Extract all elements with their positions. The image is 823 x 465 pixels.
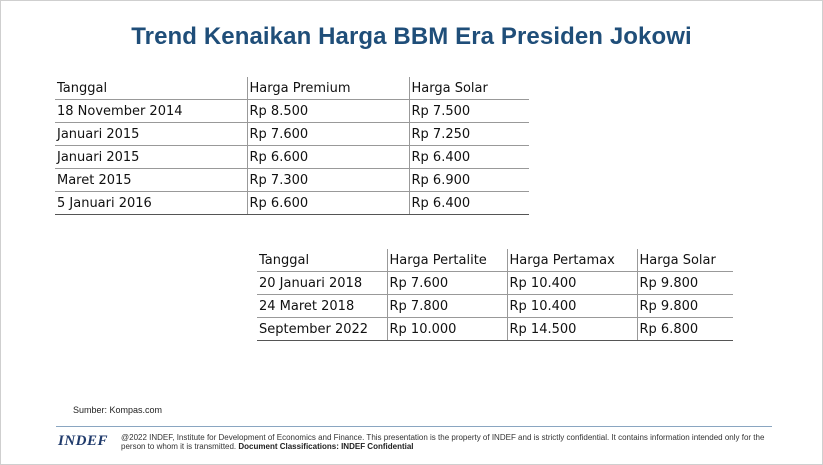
cell-date: Januari 2015 bbox=[55, 122, 247, 146]
table-header-row: Tanggal Harga Premium Harga Solar bbox=[55, 77, 529, 100]
slide-title: Trend Kenaikan Harga BBM Era Presiden Jo… bbox=[131, 23, 692, 50]
cell-price: Rp 7.600 bbox=[386, 271, 507, 295]
cell-price: Rp 6.600 bbox=[246, 191, 409, 215]
cell-price: Rp 14.500 bbox=[506, 317, 637, 341]
footer-divider bbox=[56, 426, 772, 427]
table-row: Maret 2015 Rp 7.300 Rp 6.900 bbox=[55, 168, 529, 192]
header-harga-pertalite: Harga Pertalite bbox=[386, 249, 507, 272]
header-tanggal: Tanggal bbox=[257, 249, 387, 272]
cell-date: 20 Januari 2018 bbox=[257, 271, 387, 295]
header-harga-premium: Harga Premium bbox=[246, 77, 409, 100]
document-classification: Document Classifications: INDEF Confiden… bbox=[238, 442, 414, 451]
source-note: Sumber: Kompas.com bbox=[73, 405, 163, 415]
cell-price: Rp 6.400 bbox=[408, 191, 529, 215]
table-row: 18 November 2014 Rp 8.500 Rp 7.500 bbox=[55, 99, 529, 123]
cell-price: Rp 10.400 bbox=[506, 271, 637, 295]
cell-price: Rp 6.800 bbox=[636, 317, 733, 341]
disclaimer-text: @2022 INDEF, Institute for Development o… bbox=[121, 433, 765, 451]
header-tanggal: Tanggal bbox=[55, 77, 247, 100]
cell-date: Januari 2015 bbox=[55, 145, 247, 169]
table-row: 5 Januari 2016 Rp 6.600 Rp 6.400 bbox=[55, 191, 529, 215]
cell-price: Rp 10.000 bbox=[386, 317, 507, 341]
cell-price: Rp 7.500 bbox=[408, 99, 529, 123]
cell-price: Rp 6.900 bbox=[408, 168, 529, 192]
cell-price: Rp 6.400 bbox=[408, 145, 529, 169]
cell-price: Rp 7.250 bbox=[408, 122, 529, 146]
table-row: Januari 2015 Rp 7.600 Rp 7.250 bbox=[55, 122, 529, 146]
cell-price: Rp 7.800 bbox=[386, 294, 507, 318]
header-harga-solar: Harga Solar bbox=[636, 249, 733, 272]
table-header-row: Tanggal Harga Pertalite Harga Pertamax H… bbox=[257, 249, 733, 272]
cell-date: 18 November 2014 bbox=[55, 99, 247, 123]
cell-price: Rp 7.300 bbox=[246, 168, 409, 192]
cell-date: September 2022 bbox=[257, 317, 387, 341]
indef-logo: INDEF bbox=[58, 433, 109, 449]
cell-date: 24 Maret 2018 bbox=[257, 294, 387, 318]
cell-price: Rp 7.600 bbox=[246, 122, 409, 146]
cell-date: Maret 2015 bbox=[55, 168, 247, 192]
header-harga-solar: Harga Solar bbox=[408, 77, 529, 100]
cell-price: Rp 9.800 bbox=[636, 294, 733, 318]
cell-price: Rp 9.800 bbox=[636, 271, 733, 295]
header-harga-pertamax: Harga Pertamax bbox=[506, 249, 637, 272]
cell-price: Rp 6.600 bbox=[246, 145, 409, 169]
table-row: 20 Januari 2018 Rp 7.600 Rp 10.400 Rp 9.… bbox=[257, 271, 733, 295]
cell-price: Rp 8.500 bbox=[246, 99, 409, 123]
table-row: Januari 2015 Rp 6.600 Rp 6.400 bbox=[55, 145, 529, 169]
table-row: 24 Maret 2018 Rp 7.800 Rp 10.400 Rp 9.80… bbox=[257, 294, 733, 318]
footer-disclaimer: @2022 INDEF, Institute for Development o… bbox=[121, 433, 771, 451]
cell-date: 5 Januari 2016 bbox=[55, 191, 247, 215]
cell-price: Rp 10.400 bbox=[506, 294, 637, 318]
pertalite-pertamax-solar-price-table: Tanggal Harga Pertalite Harga Pertamax H… bbox=[257, 249, 733, 341]
premium-solar-price-table: Tanggal Harga Premium Harga Solar 18 Nov… bbox=[55, 77, 529, 215]
table-row: September 2022 Rp 10.000 Rp 14.500 Rp 6.… bbox=[257, 317, 733, 341]
